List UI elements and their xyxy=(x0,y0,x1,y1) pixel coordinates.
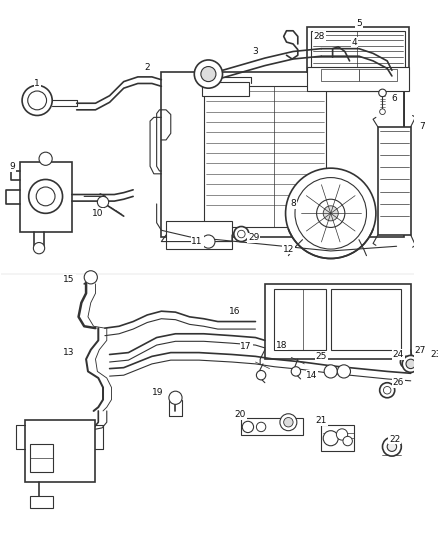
Bar xyxy=(25,421,95,481)
Circle shape xyxy=(336,429,348,440)
Circle shape xyxy=(380,109,385,115)
Bar xyxy=(321,69,359,80)
Text: 28: 28 xyxy=(314,32,325,41)
Text: 26: 26 xyxy=(393,378,404,387)
Circle shape xyxy=(291,367,300,376)
Circle shape xyxy=(28,91,46,110)
Bar xyxy=(166,221,232,249)
Circle shape xyxy=(324,365,337,378)
Circle shape xyxy=(256,422,266,432)
Circle shape xyxy=(280,414,297,431)
Circle shape xyxy=(201,67,216,82)
Bar xyxy=(378,127,411,235)
Circle shape xyxy=(169,391,182,405)
Text: 7: 7 xyxy=(419,122,425,131)
Circle shape xyxy=(295,177,367,249)
Circle shape xyxy=(323,431,338,446)
Circle shape xyxy=(427,361,438,376)
Circle shape xyxy=(36,187,55,206)
Text: 20: 20 xyxy=(235,410,246,419)
Bar xyxy=(265,284,411,359)
Circle shape xyxy=(256,370,266,380)
Text: 12: 12 xyxy=(283,245,294,254)
Text: 9: 9 xyxy=(10,162,16,171)
Text: 27: 27 xyxy=(414,346,426,355)
Circle shape xyxy=(97,196,109,208)
Text: 1: 1 xyxy=(34,79,40,88)
Circle shape xyxy=(317,199,345,228)
Circle shape xyxy=(382,437,401,456)
Circle shape xyxy=(337,365,350,378)
Circle shape xyxy=(28,180,63,213)
Circle shape xyxy=(343,437,353,446)
Text: 11: 11 xyxy=(191,237,203,246)
Text: 24: 24 xyxy=(393,350,404,359)
Text: 13: 13 xyxy=(64,348,75,357)
Bar xyxy=(30,496,53,508)
Text: 6: 6 xyxy=(392,94,398,103)
Circle shape xyxy=(22,85,52,116)
Bar xyxy=(307,27,409,72)
Bar xyxy=(307,68,409,91)
Circle shape xyxy=(194,60,223,88)
Text: 17: 17 xyxy=(240,343,252,351)
Circle shape xyxy=(406,359,415,369)
Text: 22: 22 xyxy=(389,435,400,443)
Bar xyxy=(241,418,303,435)
Circle shape xyxy=(380,383,395,398)
Text: 3: 3 xyxy=(253,47,258,56)
Circle shape xyxy=(237,230,245,238)
Bar xyxy=(274,288,326,350)
Bar xyxy=(321,425,354,451)
Bar xyxy=(204,86,326,228)
Text: 19: 19 xyxy=(152,387,163,397)
Text: 16: 16 xyxy=(229,306,240,316)
Text: 2: 2 xyxy=(145,63,150,72)
Bar xyxy=(311,31,405,68)
Text: 14: 14 xyxy=(306,370,318,379)
Circle shape xyxy=(84,271,97,284)
Text: 25: 25 xyxy=(316,352,327,361)
Circle shape xyxy=(242,421,254,433)
Circle shape xyxy=(234,227,249,241)
Circle shape xyxy=(202,235,215,248)
Text: 4: 4 xyxy=(351,37,357,46)
Bar xyxy=(331,288,401,350)
Circle shape xyxy=(379,89,386,96)
Text: 21: 21 xyxy=(316,416,327,425)
Circle shape xyxy=(400,357,412,368)
Text: 10: 10 xyxy=(92,209,103,218)
Bar xyxy=(30,444,53,472)
Circle shape xyxy=(33,243,45,254)
Text: 15: 15 xyxy=(64,274,75,284)
Text: 29: 29 xyxy=(248,233,259,243)
Circle shape xyxy=(323,206,338,221)
Circle shape xyxy=(286,168,376,259)
Text: 8: 8 xyxy=(290,199,296,208)
Circle shape xyxy=(383,386,391,394)
Circle shape xyxy=(284,417,293,427)
Circle shape xyxy=(402,356,419,373)
Bar xyxy=(326,82,378,91)
Circle shape xyxy=(387,442,396,451)
Bar xyxy=(161,72,404,237)
Text: 23: 23 xyxy=(431,350,438,359)
Circle shape xyxy=(39,152,52,165)
Bar xyxy=(202,82,249,96)
Bar xyxy=(359,69,396,80)
Text: 5: 5 xyxy=(356,19,362,28)
Bar xyxy=(20,161,72,232)
Text: 18: 18 xyxy=(276,341,288,350)
